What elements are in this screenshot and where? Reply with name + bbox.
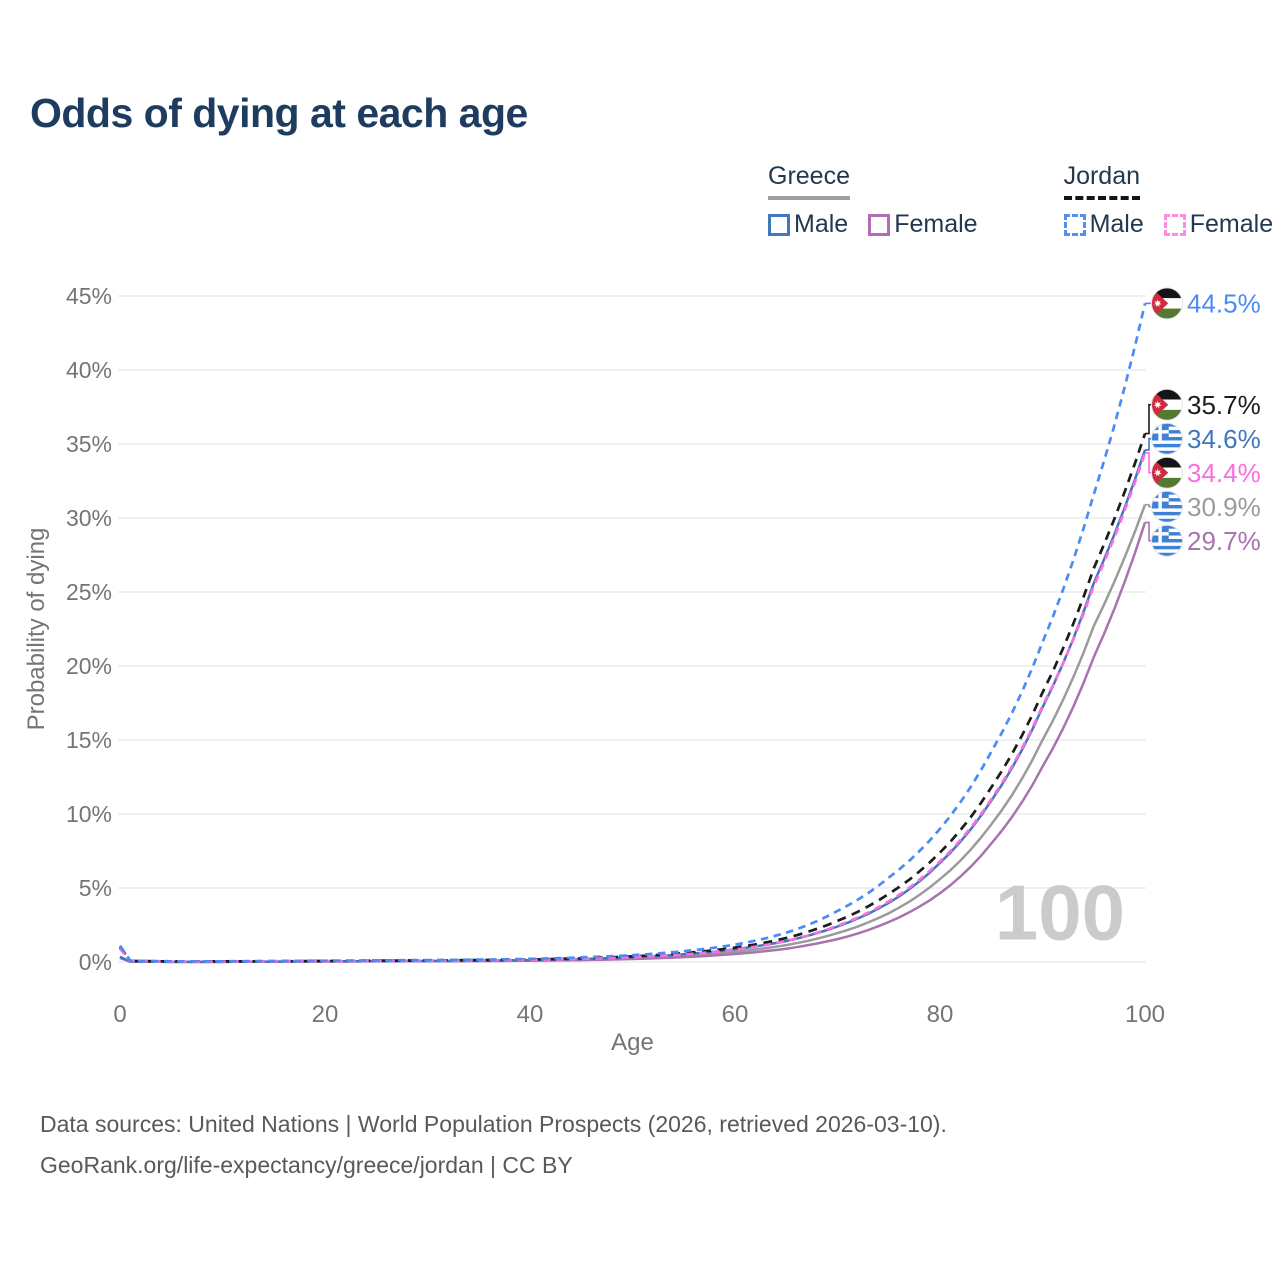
- y-tick-label: 45%: [66, 283, 112, 309]
- end-label-jordan-male: 44.5%: [1187, 289, 1261, 319]
- legend-item-greece-female[interactable]: Female: [868, 210, 978, 239]
- curve-greece-both: [119, 504, 1147, 964]
- greece-flag-icon: [1151, 422, 1183, 455]
- jordan-female-swatch-icon: [1163, 213, 1186, 236]
- y-tick-label: 15%: [66, 727, 112, 753]
- attribution-line: GeoRank.org/life-expectancy/greece/jorda…: [40, 1152, 573, 1178]
- greece-male-swatch-icon: [768, 213, 790, 236]
- legend-group-greece: Greece Male Female: [768, 162, 978, 239]
- end-label-connector: [1145, 437, 1152, 451]
- legend-group-jordan: Jordan Male Female: [1063, 162, 1274, 239]
- end-label-connector: [1145, 521, 1152, 542]
- end-label-connector: [1145, 503, 1152, 508]
- y-tick-label: 10%: [66, 801, 112, 827]
- y-tick-label: 5%: [79, 875, 112, 901]
- chart-footer: Data sources: United Nations | World Pop…: [40, 1104, 947, 1186]
- end-label-connector: [1145, 452, 1152, 474]
- y-tick-label: 20%: [66, 653, 112, 679]
- end-label-jordan-female: 34.4%: [1187, 458, 1261, 488]
- greece-flag-icon: [1151, 490, 1183, 523]
- legend-item-jordan-female[interactable]: Female: [1163, 210, 1274, 239]
- legend-group-title-jordan[interactable]: Jordan: [1063, 162, 1141, 200]
- data-sources-line: Data sources: United Nations | World Pop…: [40, 1111, 947, 1137]
- curve-greece-male: [119, 449, 1147, 964]
- legend-items-jordan: Male Female: [1063, 210, 1274, 239]
- page-title: Odds of dying at each age: [30, 90, 528, 136]
- legend-item-label: Female: [894, 210, 978, 238]
- legend-group-title-greece[interactable]: Greece: [768, 162, 850, 200]
- legend-item-greece-male[interactable]: Male: [768, 210, 848, 239]
- x-tick-label: 20: [312, 1001, 339, 1028]
- legend-item-jordan-male[interactable]: Male: [1063, 210, 1144, 239]
- curve-greece-female: [119, 522, 1147, 964]
- curve-jordan-male: [118, 303, 1147, 963]
- legend-item-label: Male: [1089, 210, 1144, 238]
- curve-jordan-female: [118, 452, 1147, 963]
- legend-item-label: Male: [794, 210, 849, 238]
- greece-flag-icon: [1151, 524, 1183, 557]
- end-label-jordan-both: 35.7%: [1187, 390, 1261, 420]
- end-label-greece-female: 29.7%: [1187, 526, 1261, 556]
- x-tick-label: 0: [113, 1001, 126, 1028]
- y-tick-label: 40%: [66, 357, 112, 383]
- jordan-male-swatch-icon: [1063, 213, 1086, 236]
- x-tick-label: 100: [1125, 1001, 1165, 1028]
- end-label-greece-both: 30.9%: [1187, 492, 1261, 522]
- age-watermark: 100: [995, 868, 1125, 956]
- jordan-flag-icon: [1151, 287, 1183, 320]
- y-tick-label: 0%: [79, 949, 112, 975]
- x-axis-title: Age: [611, 1029, 654, 1056]
- greece-female-swatch-icon: [868, 213, 891, 236]
- y-tick-label: 35%: [66, 431, 112, 457]
- legend: Greece Male Female Jordan Male: [768, 162, 1273, 239]
- x-tick-label: 40: [517, 1001, 544, 1028]
- jordan-flag-icon: [1151, 388, 1183, 421]
- y-tick-label: 25%: [66, 579, 112, 605]
- x-tick-label: 80: [927, 1001, 954, 1028]
- y-axis-title: Probability of dying: [23, 528, 50, 731]
- curve-jordan-both: [118, 433, 1147, 963]
- end-label-greece-male: 34.6%: [1187, 424, 1261, 454]
- jordan-flag-icon: [1151, 456, 1183, 489]
- x-tick-label: 60: [722, 1001, 749, 1028]
- end-label-connector: [1145, 403, 1152, 435]
- legend-item-label: Female: [1189, 210, 1274, 238]
- legend-items-greece: Male Female: [768, 210, 978, 239]
- y-tick-label: 30%: [66, 505, 112, 531]
